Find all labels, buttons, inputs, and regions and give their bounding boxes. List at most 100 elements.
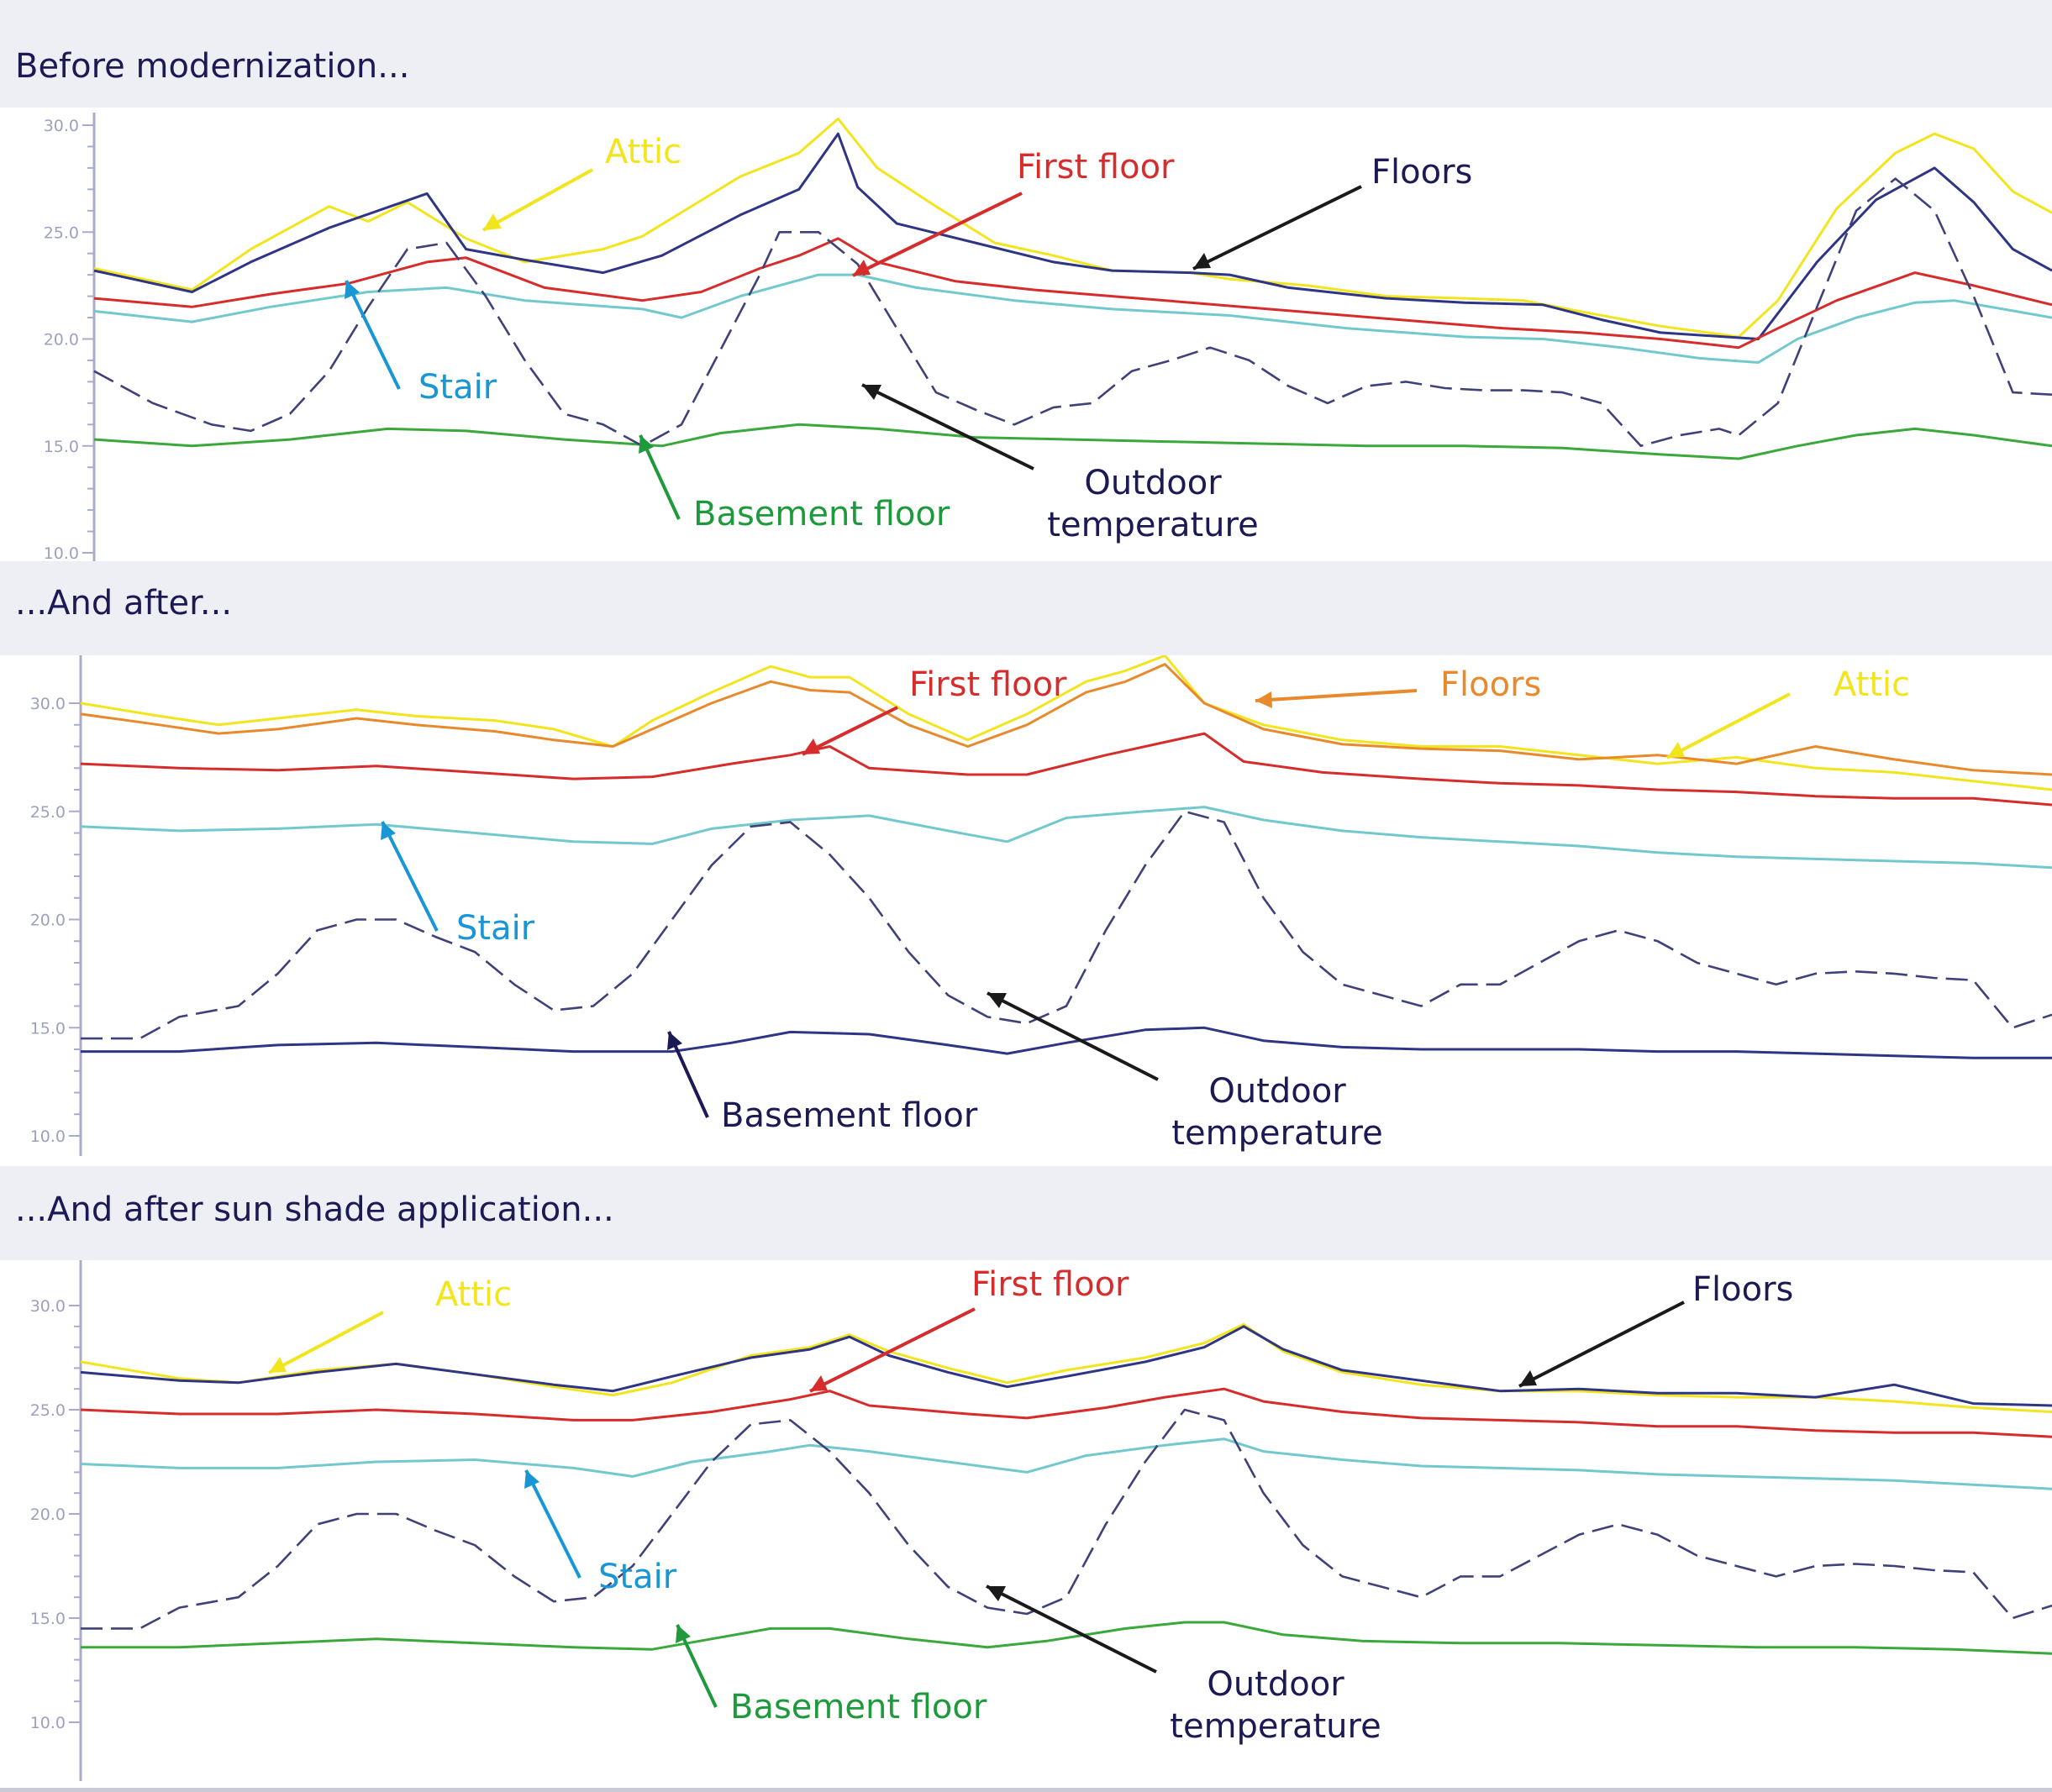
p3-attic-arrow: [268, 1311, 384, 1374]
p1-basement-arrowhead: [639, 435, 654, 454]
panel-2-chart: 10.0 15.0 20.0 25.0 30.0 First floor Floors …: [0, 655, 2052, 1166]
p3-series-outdoor-temperature: [81, 1408, 2052, 1630]
p1-floors-arrow: [1192, 185, 1362, 271]
p3-series-stair: [80, 1437, 2052, 1490]
p1-y-tick-label: 10.0: [44, 544, 79, 561]
p2-floors-arrow: [1255, 689, 1418, 702]
p3-floors-arrowhead: [1519, 1370, 1537, 1386]
p1-attic-label: Attic: [605, 133, 681, 171]
panel-1-chart: 10.0 15.0 20.0 25.0 30.0 Attic First floor F…: [0, 108, 2052, 561]
p3-floors-arrow: [1518, 1301, 1685, 1388]
p3-y-tick-label: 20.0: [30, 1506, 66, 1524]
p3-series-attic: [80, 1322, 2052, 1413]
p1-series-floors: [93, 132, 2052, 340]
p2-y-tick-label: 20.0: [30, 912, 66, 930]
p2-first-floor-arrowhead: [802, 738, 820, 754]
p3-first-floor-arrowhead: [810, 1375, 828, 1391]
p2-outdoor-arrow: [987, 991, 1159, 1081]
p2-outdoor-label-line1: Outdoor: [1208, 1072, 1346, 1111]
p1-y-tick-label: 15.0: [44, 438, 79, 456]
panel-3-title: ...And after sun shade application...: [15, 1190, 614, 1229]
p1-attic-arrowhead: [483, 213, 502, 230]
panel-3-header: ...And after sun shade application...: [0, 1166, 2052, 1260]
p2-floors-arrowhead: [1255, 691, 1272, 708]
p2-floors-label: Floors: [1440, 665, 1541, 704]
p1-series-stair: [93, 273, 2052, 364]
panel-1-chart-svg: 10.0 15.0 20.0 25.0 30.0 Attic First floor F…: [44, 113, 2052, 561]
p2-series-basement-floor: [81, 1026, 2052, 1059]
panel-3-chart: 10.0 15.0 20.0 25.0 30.0 Attic First floor F…: [0, 1260, 2052, 1788]
p2-attic-arrow: [1666, 692, 1791, 759]
p3-y-tick-label: 15.0: [30, 1610, 66, 1628]
p1-first-floor-arrow: [852, 192, 1023, 277]
p2-outdoor-arrowhead: [987, 993, 1007, 1008]
p3-floors-label: Floors: [1692, 1270, 1793, 1309]
p3-outdoor-label-line2: temperature: [1170, 1707, 1381, 1746]
p1-stair-label: Stair: [418, 368, 497, 407]
p2-first-floor-label: First floor: [909, 665, 1067, 704]
p3-series-floors: [80, 1325, 2052, 1407]
p2-first-floor-arrow: [802, 706, 898, 756]
p3-first-floor-label: First floor: [971, 1265, 1129, 1304]
p1-series-first-floor: [93, 237, 2052, 349]
panel-2-title: ...And after...: [15, 584, 233, 623]
p2-stair-label: Stair: [456, 909, 535, 948]
p1-first-floor-arrowhead: [853, 260, 871, 276]
p1-basement-label: Basement floor: [693, 495, 950, 533]
panel-1-header: Before modernization...: [0, 0, 2052, 108]
p3-stair-label: Stair: [598, 1558, 677, 1596]
p2-attic-arrowhead: [1667, 742, 1685, 758]
p1-floors-label: Floors: [1371, 153, 1472, 192]
p1-outdoor-label-line1: Outdoor: [1084, 464, 1222, 502]
p1-attic-arrow: [482, 168, 593, 232]
p3-first-floor-arrow: [809, 1307, 976, 1393]
p2-y-tick-label: 25.0: [30, 803, 66, 822]
p2-basement-arrowhead: [667, 1032, 682, 1050]
p3-basement-arrowhead: [676, 1625, 691, 1643]
p2-basement-label: Basement floor: [721, 1096, 978, 1135]
p2-y-tick-label: 30.0: [30, 695, 66, 713]
bottom-divider: [0, 1788, 2052, 1792]
p3-attic-label: Attic: [435, 1275, 512, 1314]
p1-first-floor-label: First floor: [1017, 148, 1175, 187]
p2-series-outdoor-temperature: [81, 810, 2052, 1040]
p2-series-first-floor: [80, 732, 2052, 807]
p2-stair-arrowhead: [381, 822, 396, 840]
p3-stair-arrow: [524, 1469, 581, 1579]
p3-stair-arrowhead: [524, 1470, 539, 1489]
panel-3-chart-svg: 10.0 15.0 20.0 25.0 30.0 Attic First floor F…: [30, 1260, 2052, 1781]
p1-outdoor-arrowhead: [862, 385, 881, 400]
p1-series-basement-floor: [93, 423, 2052, 460]
p3-series-first-floor: [80, 1387, 2052, 1438]
p1-series-attic: [93, 117, 2052, 339]
p2-series-attic: [80, 655, 2052, 791]
p1-y-tick-label: 20.0: [44, 331, 79, 349]
p1-y-tick-label: 25.0: [44, 223, 79, 242]
p2-outdoor-label-line2: temperature: [1171, 1114, 1382, 1153]
p3-y-tick-label: 25.0: [30, 1401, 66, 1420]
p1-outdoor-arrow: [861, 383, 1034, 470]
p2-y-tick-label: 10.0: [30, 1127, 66, 1146]
p3-outdoor-label-line1: Outdoor: [1207, 1665, 1344, 1704]
p2-stair-arrow: [381, 821, 439, 932]
p3-outdoor-arrowhead: [987, 1586, 1006, 1601]
p2-series-stair: [80, 806, 2052, 870]
p1-y-tick-label: 30.0: [44, 117, 79, 135]
p1-stair-arrowhead: [345, 281, 360, 299]
p2-attic-label: Attic: [1834, 665, 1910, 704]
p3-attic-arrowhead: [269, 1357, 287, 1373]
p3-y-tick-label: 30.0: [30, 1297, 66, 1316]
p1-series-outdoor-temperature: [93, 177, 2052, 448]
p3-series-basement-floor: [81, 1621, 2052, 1655]
p3-outdoor-arrow: [986, 1584, 1157, 1674]
p2-series-floors: [80, 663, 2052, 776]
panel-2-chart-svg: 10.015.020.025.030.0 First floor Floors …: [30, 655, 2052, 1156]
p2-y-tick-label: 15.0: [30, 1019, 66, 1038]
p3-basement-label: Basement floor: [730, 1688, 987, 1726]
p1-outdoor-label-line2: temperature: [1047, 506, 1258, 544]
panel-2-header: ...And after...: [0, 561, 2052, 655]
p1-floors-arrowhead: [1193, 253, 1211, 269]
panel-1-title: Before modernization...: [15, 47, 410, 86]
p3-y-tick-label: 10.0: [30, 1714, 66, 1732]
p1-stair-arrow: [345, 280, 401, 390]
